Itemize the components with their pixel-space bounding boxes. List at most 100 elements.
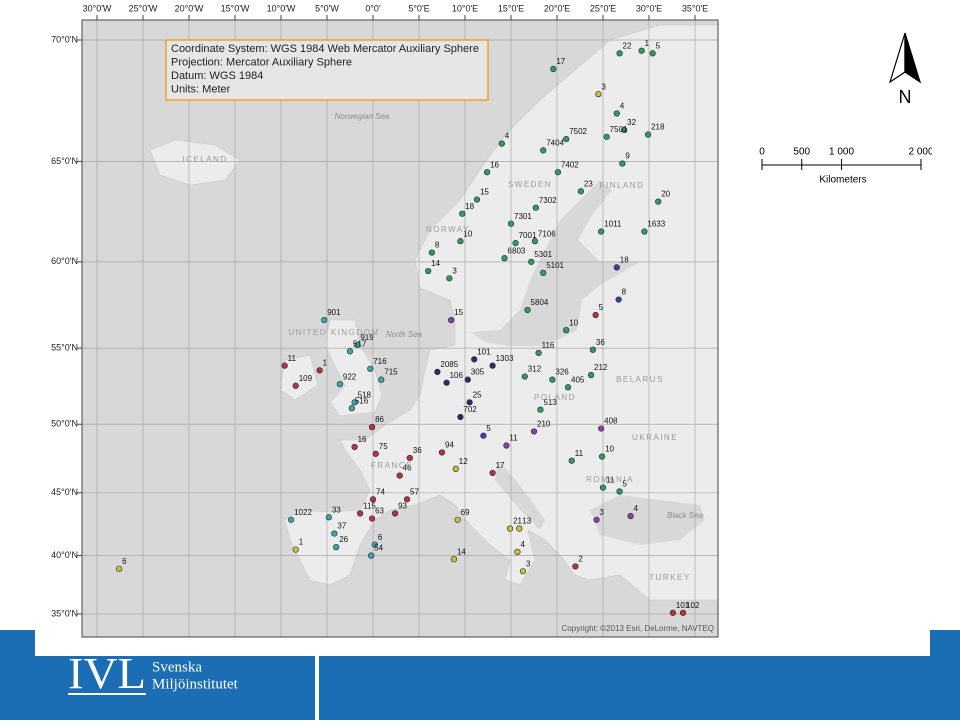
site-point	[603, 133, 610, 140]
site-label: 7501	[610, 125, 628, 134]
site-label: 25	[473, 390, 482, 399]
site-label: 37	[337, 522, 346, 531]
site-point	[483, 169, 491, 176]
site-label: 516	[355, 396, 369, 405]
org-name: Miljöinstitutet	[152, 676, 239, 692]
site-label: 3	[600, 508, 605, 517]
site-point	[351, 443, 358, 451]
site-label: 101	[676, 601, 690, 610]
north-arrow: N	[888, 32, 922, 107]
site-label: 5	[599, 303, 604, 312]
site-point	[473, 196, 481, 203]
site-point	[655, 198, 662, 205]
site-label: 54	[374, 544, 383, 553]
place-label: ROMANIA	[586, 475, 634, 484]
site-label: 18	[620, 256, 629, 265]
site-label: 16	[490, 160, 499, 169]
lat-tick-label: 40°0'N	[51, 550, 78, 560]
lon-tick-label: 15°0'W	[221, 3, 250, 13]
site-point	[537, 406, 544, 413]
site-point	[598, 228, 605, 235]
site-point	[371, 541, 378, 548]
site-label: 405	[571, 375, 585, 384]
lon-tick-label: 10°0'W	[267, 3, 296, 13]
site-label: 116	[542, 341, 555, 350]
site-label: 12	[459, 457, 468, 466]
info-line: Coordinate System: WGS 1984 Web Mercator…	[171, 43, 479, 55]
site-point	[480, 432, 487, 439]
site-point	[428, 249, 435, 256]
site-point	[535, 349, 542, 357]
site-label: 4	[620, 102, 625, 111]
copyright: Copyright: ©2013 Esri, DeLorme, NAVTEQ	[562, 624, 714, 633]
site-point	[403, 496, 411, 503]
site-label: 93	[398, 502, 407, 511]
site-label: 16	[358, 435, 367, 444]
site-label: 7301	[514, 212, 532, 221]
graticule	[82, 20, 718, 637]
site-label: 18	[465, 202, 474, 211]
site-label: 57	[410, 487, 419, 496]
site-point	[292, 382, 299, 389]
site-label: 11	[606, 476, 615, 485]
place-label: Norwegian Sea	[335, 112, 390, 121]
site-label: 715	[384, 368, 398, 377]
site-point	[595, 91, 602, 98]
site-point	[336, 381, 343, 388]
site-point	[454, 516, 461, 523]
lon-tick-label: 20°0'W	[175, 3, 204, 13]
site-point	[621, 126, 628, 134]
site-label: 1	[299, 538, 304, 547]
site-point	[531, 238, 539, 245]
site-label: 5	[623, 480, 628, 489]
site-label: 23	[584, 179, 593, 188]
place-label: UKRAINE	[632, 433, 678, 442]
site-point	[489, 469, 496, 477]
lon-tick-label: 25°0'E	[590, 3, 616, 13]
site-label: 5101	[546, 261, 564, 270]
place-label: ICELAND	[182, 155, 227, 164]
site-point	[592, 311, 599, 319]
site-label: 15	[454, 308, 463, 317]
site-label: 94	[445, 441, 454, 450]
site-label: 6	[378, 533, 383, 542]
site-point	[316, 367, 323, 374]
site-label: 109	[299, 374, 313, 383]
site-point	[406, 454, 413, 462]
lon-tick-label: 5°0'W	[315, 3, 339, 13]
site-point	[346, 348, 354, 355]
site-point	[599, 484, 607, 491]
info-line: Projection: Mercator Auxiliary Sphere	[171, 56, 352, 68]
lon-tick-label: 25°0'W	[129, 3, 158, 13]
site-label: 101	[477, 347, 491, 356]
site-point	[450, 556, 458, 563]
scale-label: 1 000	[829, 147, 854, 158]
site-label: 63	[375, 507, 384, 516]
north-label: N	[899, 87, 912, 107]
site-label: 14	[457, 547, 466, 556]
site-label: 13	[522, 517, 531, 526]
site-label: 74	[376, 487, 385, 496]
site-point	[550, 65, 557, 73]
site-point	[457, 238, 464, 245]
site-point	[367, 365, 374, 372]
site-point	[644, 131, 652, 138]
site-label: 517	[353, 339, 367, 348]
site-label: 212	[594, 363, 608, 372]
site-label: 518	[358, 390, 372, 399]
site-label: 33	[332, 505, 341, 514]
place-label: SWEDEN	[508, 180, 552, 189]
site-point	[512, 239, 519, 247]
site-label: 5301	[534, 250, 552, 259]
site-point	[514, 548, 521, 556]
site-label: 7106	[538, 229, 556, 238]
site-label: 2	[578, 555, 583, 564]
site-label: 1633	[647, 220, 665, 229]
site-label: 36	[596, 338, 605, 347]
site-label: 3	[526, 559, 531, 568]
scale-label: 0	[759, 147, 765, 158]
site-label: 36	[413, 446, 422, 455]
site-point	[372, 450, 379, 457]
